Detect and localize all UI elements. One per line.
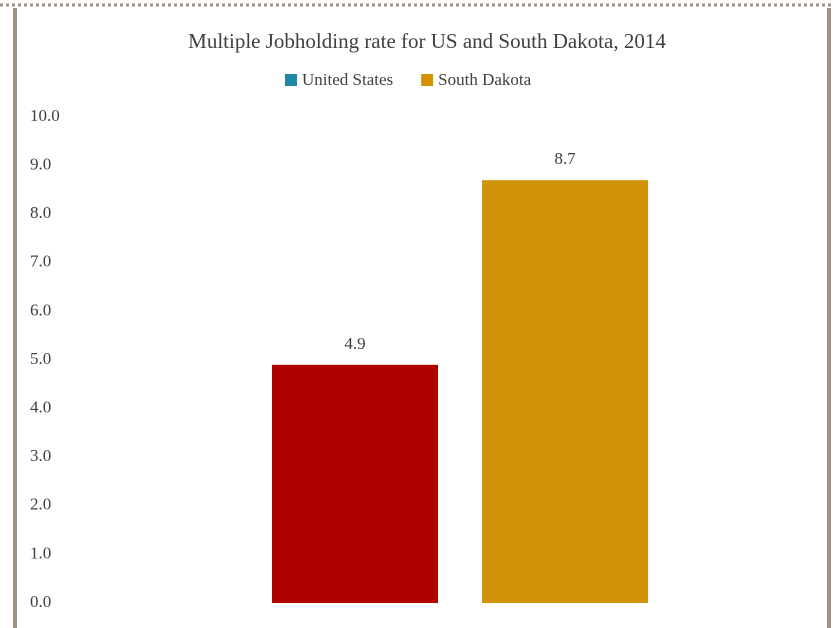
legend-label: South Dakota [438, 70, 531, 89]
bar [272, 364, 438, 603]
chart-title: Multiple Jobholding rate for US and Sout… [188, 29, 666, 53]
y-tick-label: 1.0 [30, 543, 51, 562]
y-tick-label: 4.0 [30, 398, 51, 417]
data-label: 8.7 [554, 149, 576, 168]
y-tick-label: 9.0 [30, 155, 51, 174]
legend-swatch [285, 74, 297, 86]
left-border [13, 8, 17, 628]
legend-swatch [421, 74, 434, 86]
right-border [827, 8, 831, 628]
data-label: 4.9 [344, 334, 365, 353]
y-tick-label: 3.0 [30, 446, 51, 465]
y-tick-label: 7.0 [30, 252, 51, 271]
y-tick-label: 10.0 [30, 106, 60, 125]
y-tick-label: 5.0 [30, 349, 51, 368]
y-tick-label: 6.0 [30, 300, 51, 319]
y-tick-label: 0.0 [30, 592, 51, 611]
y-tick-label: 2.0 [30, 495, 51, 514]
legend-label: United States [302, 70, 393, 89]
y-tick-label: 8.0 [30, 203, 51, 222]
bar [482, 180, 648, 603]
